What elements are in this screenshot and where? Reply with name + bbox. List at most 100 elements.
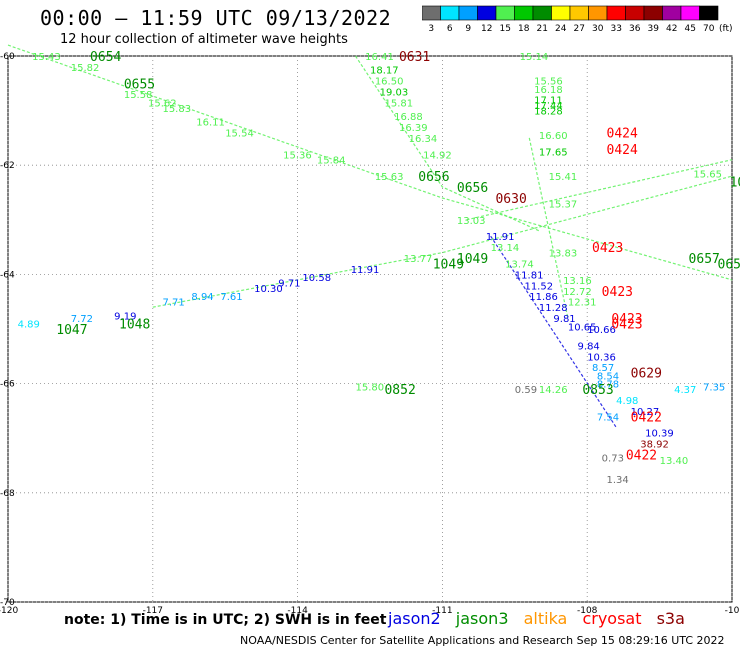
legend-label: 27 — [574, 24, 585, 34]
legend-label: 36 — [629, 24, 641, 34]
swh-label: 9.84 — [578, 341, 600, 352]
swh-label: 10.36 — [587, 352, 616, 363]
swh-label: 16.60 — [539, 131, 568, 142]
swh-label: 15.63 — [375, 172, 404, 183]
y-tick-label: -64 — [0, 270, 15, 280]
time-label: 0655 — [124, 77, 155, 92]
swh-label: 19.03 — [380, 87, 409, 98]
swh-label: 11.81 — [515, 270, 544, 281]
swh-label: 7.35 — [703, 382, 725, 393]
swh-label: 17.65 — [539, 148, 568, 159]
swh-label: 7.72 — [71, 314, 93, 325]
x-tick-label: -120 — [0, 606, 18, 616]
track-line — [7, 44, 733, 281]
y-tick-label: -68 — [0, 489, 15, 499]
swh-label: 15.56 — [534, 77, 563, 88]
time-label: 0656 — [457, 181, 488, 196]
swh-label: 18.17 — [370, 66, 399, 77]
swh-label: 10.30 — [254, 284, 283, 295]
time-label: 0852 — [384, 383, 415, 398]
y-tick-label: -70 — [0, 598, 15, 608]
x-tick-label: -114 — [287, 606, 308, 616]
time-label: 0657 — [689, 252, 720, 267]
time-label: 0424 — [607, 126, 638, 141]
swh-label: 11.28 — [539, 303, 568, 314]
swh-label: 10.66 — [587, 325, 616, 336]
legend-swatch — [699, 5, 719, 21]
swh-label: 12.31 — [568, 298, 597, 309]
swh-label: 15.83 — [162, 104, 191, 115]
time-label: 0656 — [418, 170, 449, 185]
swh-label: 13.74 — [505, 259, 534, 270]
swh-label: 7.71 — [162, 298, 184, 309]
track-line — [152, 175, 733, 308]
swh-label: 13.83 — [549, 249, 578, 260]
x-tick-label: -10 — [725, 606, 740, 616]
x-tick-label: -117 — [143, 606, 163, 616]
swh-label: 13.14 — [491, 243, 520, 254]
swh-label: 4.37 — [674, 385, 696, 396]
swh-label: 10.65 — [568, 322, 597, 333]
y-tick-label: -66 — [0, 380, 15, 390]
swh-label: 12.72 — [563, 287, 592, 298]
y-tick-label: -60 — [0, 52, 15, 62]
y-tick-label: -62 — [0, 161, 15, 171]
swh-label: 11.86 — [529, 292, 558, 303]
swh-label: 4.98 — [616, 396, 638, 407]
footer-credit: NOAA/NESDIS Center for Satellite Applica… — [240, 634, 725, 647]
swh-label: 16.50 — [375, 77, 404, 88]
swh-label: 10.39 — [645, 429, 674, 440]
track-line — [466, 159, 733, 221]
swh-label: 15.41 — [549, 172, 578, 183]
swh-label: 8.54 — [597, 371, 619, 382]
swh-label: 16.18 — [534, 85, 563, 96]
swh-label: 8.78 — [597, 380, 619, 391]
track-line — [355, 55, 540, 232]
swh-label: 15.58 — [124, 90, 153, 101]
swh-label: 15.37 — [549, 199, 578, 210]
legend-label: 9 — [465, 24, 471, 34]
time-label: 0654 — [90, 50, 121, 65]
swh-label: 16.39 — [399, 123, 428, 134]
time-label: 0423 — [592, 241, 623, 256]
legend-label: 39 — [648, 24, 660, 34]
swh-label: 11.52 — [524, 281, 553, 292]
time-label: 0423 — [602, 285, 633, 300]
swh-label: 15.14 — [520, 52, 549, 63]
swh-label: 16.88 — [394, 112, 423, 123]
note-text: note: 1) Time is in UTC; 2) SWH is in fe… — [64, 612, 387, 628]
x-tick-label: -108 — [577, 606, 598, 616]
time-label: 0629 — [631, 367, 662, 382]
swh-label: 10.27 — [631, 407, 660, 418]
satellite-cryosat: cryosat — [582, 609, 642, 628]
legend-label: 6 — [447, 24, 453, 34]
legend-label: 18 — [518, 24, 530, 34]
time-label: 1048 — [119, 318, 150, 333]
swh-label: 15.81 — [384, 98, 413, 109]
swh-label: 14.92 — [423, 150, 452, 161]
legend-label: 3 — [428, 24, 434, 34]
swh-label: 15.54 — [225, 128, 254, 139]
legend-label: 42 — [666, 24, 677, 34]
chart-title: 00:00 – 11:59 UTC 09/13/2022 — [40, 6, 392, 30]
legend-label: 30 — [592, 24, 604, 34]
swh-label: 8.94 — [191, 292, 213, 303]
legend-label: 21 — [537, 24, 548, 34]
swh-label: 11.91 — [351, 265, 380, 276]
time-label: 0422 — [626, 449, 657, 464]
time-label: 0424 — [607, 143, 638, 158]
swh-label: 15.62 — [148, 98, 177, 109]
swh-label: 15.84 — [317, 156, 346, 167]
swh-label: 13.77 — [404, 254, 433, 265]
time-label: 0630 — [495, 192, 526, 207]
color-scale-legend: 3 6 9 12 15 18 21 24 27 30 33 36 39 42 45 70 (ft) — [422, 5, 733, 34]
swh-label: 1.34 — [607, 475, 629, 486]
swh-label: 17.11 — [534, 96, 563, 107]
swh-label: 10.58 — [302, 273, 331, 284]
swh-label: 4.89 — [18, 320, 40, 331]
time-label: 1047 — [56, 323, 87, 338]
swh-label: 15.80 — [356, 382, 385, 393]
swh-label: 8.57 — [592, 363, 614, 374]
satellite-legend: jason2 jason3 altika cryosat s3a — [388, 609, 695, 628]
